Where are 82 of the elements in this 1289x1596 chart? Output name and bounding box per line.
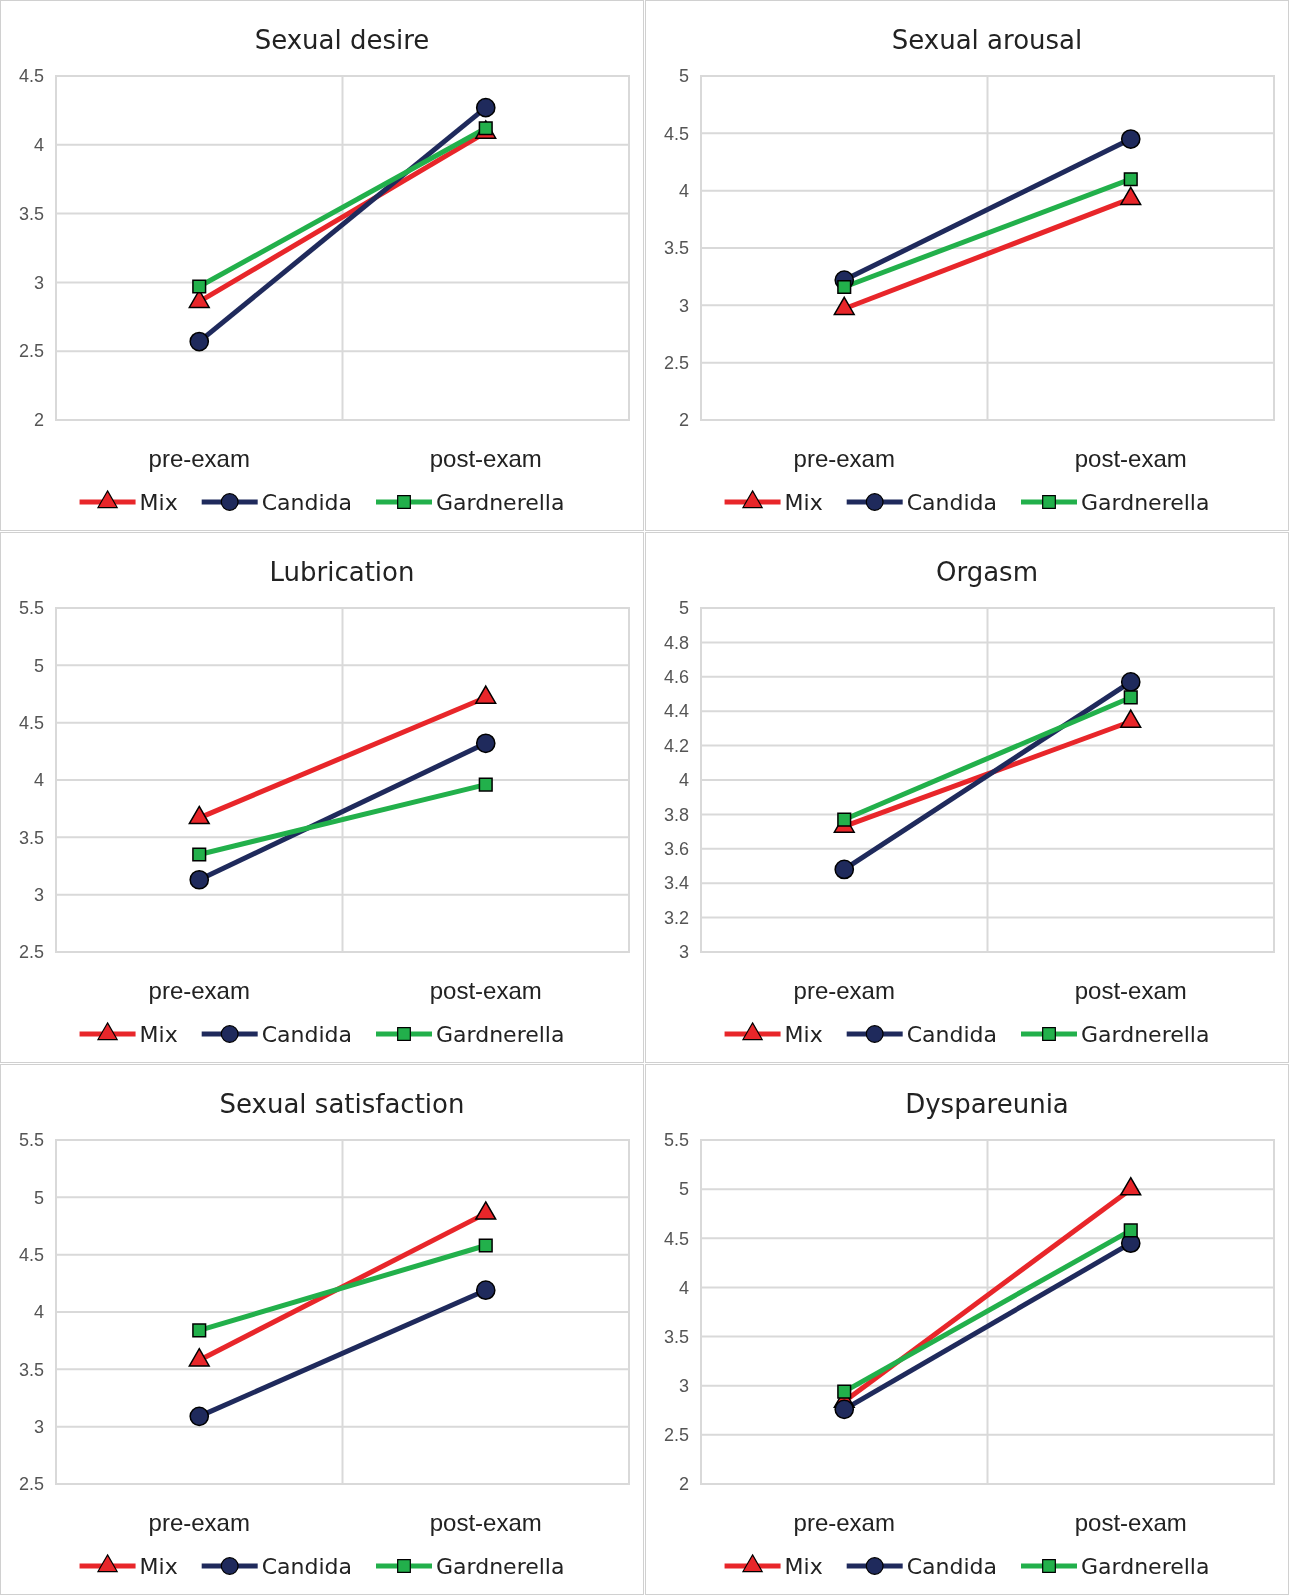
y-tick-label: 4.5 bbox=[18, 712, 44, 733]
y-tick-label: 3.2 bbox=[663, 907, 689, 928]
y-tick-label: 3.5 bbox=[663, 1326, 689, 1347]
legend-label: Gardnerella bbox=[1081, 490, 1210, 515]
chart-title: Orgasm bbox=[935, 557, 1039, 587]
x-tick-label: post-exam bbox=[429, 977, 542, 1005]
x-tick-label: post-exam bbox=[1074, 1509, 1187, 1537]
y-tick-label: 4.6 bbox=[663, 667, 689, 688]
legend-label: Candida bbox=[261, 1022, 352, 1047]
legend-label: Mix bbox=[139, 1022, 178, 1047]
y-tick-label: 4 bbox=[33, 770, 44, 791]
x-tick-label: post-exam bbox=[1074, 445, 1187, 473]
x-tick-label: pre-exam bbox=[148, 977, 250, 1005]
y-tick-label: 4.5 bbox=[663, 1228, 689, 1249]
x-tick-label: post-exam bbox=[429, 1509, 542, 1537]
legend-label: Candida bbox=[906, 1022, 997, 1047]
x-tick-label: pre-exam bbox=[793, 1509, 895, 1537]
y-tick-label: 4.4 bbox=[663, 701, 689, 722]
y-tick-label: 3.8 bbox=[663, 804, 689, 825]
chart-title: Sexual desire bbox=[254, 25, 430, 55]
y-tick-label: 3.6 bbox=[663, 839, 689, 860]
y-tick-label: 4.2 bbox=[663, 735, 689, 756]
y-tick-label: 3 bbox=[678, 1375, 689, 1396]
y-tick-label: 2.5 bbox=[18, 942, 44, 963]
legend-label: Candida bbox=[261, 1554, 352, 1579]
y-tick-label: 3 bbox=[33, 884, 44, 905]
chart-title: Sexual satisfaction bbox=[219, 1089, 465, 1119]
y-tick-label: 3.5 bbox=[663, 238, 689, 259]
x-tick-label: pre-exam bbox=[793, 445, 895, 473]
y-tick-label: 4.5 bbox=[663, 123, 689, 144]
y-tick-label: 5 bbox=[33, 655, 44, 676]
y-tick-label: 4 bbox=[678, 180, 689, 201]
legend-label: Candida bbox=[261, 490, 352, 515]
y-tick-label: 4 bbox=[33, 1302, 44, 1323]
y-tick-label: 2.5 bbox=[663, 1425, 689, 1446]
y-tick-label: 4.8 bbox=[663, 632, 689, 653]
legend-label: Mix bbox=[784, 490, 823, 515]
legend-label: Gardnerella bbox=[436, 1022, 565, 1047]
legend-label: Mix bbox=[784, 1022, 823, 1047]
x-tick-label: pre-exam bbox=[148, 1509, 250, 1537]
y-tick-label: 5 bbox=[678, 1179, 689, 1200]
y-tick-label: 5 bbox=[678, 66, 689, 87]
y-tick-label: 2.5 bbox=[18, 341, 44, 362]
y-tick-label: 5.5 bbox=[18, 1130, 44, 1151]
y-tick-label: 2 bbox=[33, 410, 44, 431]
y-tick-label: 2.5 bbox=[18, 1474, 44, 1495]
legend-label: Candida bbox=[906, 1554, 997, 1579]
y-tick-label: 5 bbox=[33, 1187, 44, 1208]
legend-label: Mix bbox=[139, 490, 178, 515]
legend-label: Mix bbox=[139, 1554, 178, 1579]
legend-label: Candida bbox=[906, 490, 997, 515]
y-tick-label: 2 bbox=[678, 1474, 689, 1495]
y-tick-label: 3 bbox=[33, 272, 44, 293]
y-tick-label: 5.5 bbox=[663, 1130, 689, 1151]
x-tick-label: post-exam bbox=[429, 445, 542, 473]
y-tick-label: 4 bbox=[678, 1277, 689, 1298]
chart-title: Sexual arousal bbox=[891, 25, 1083, 55]
legend-label: Mix bbox=[784, 1554, 823, 1579]
legend-label: Gardnerella bbox=[1081, 1022, 1210, 1047]
y-tick-label: 2 bbox=[678, 410, 689, 431]
legend-label: Gardnerella bbox=[436, 1554, 565, 1579]
y-tick-label: 4 bbox=[678, 770, 689, 791]
y-tick-label: 3.5 bbox=[18, 1359, 44, 1380]
y-tick-label: 3.4 bbox=[663, 873, 689, 894]
y-tick-label: 5.5 bbox=[18, 598, 44, 619]
x-tick-label: pre-exam bbox=[148, 445, 250, 473]
legend-label: Gardnerella bbox=[436, 490, 565, 515]
y-tick-label: 4.5 bbox=[18, 66, 44, 87]
x-tick-label: pre-exam bbox=[793, 977, 895, 1005]
y-tick-label: 4.5 bbox=[18, 1244, 44, 1265]
y-tick-label: 3 bbox=[678, 295, 689, 316]
chart-title: Lubrication bbox=[269, 557, 415, 587]
y-tick-label: 5 bbox=[678, 598, 689, 619]
y-tick-label: 3.5 bbox=[18, 827, 44, 848]
x-tick-label: post-exam bbox=[1074, 977, 1187, 1005]
y-tick-label: 3 bbox=[33, 1416, 44, 1437]
y-tick-label: 4 bbox=[33, 135, 44, 156]
legend-label: Gardnerella bbox=[1081, 1554, 1210, 1579]
y-tick-label: 3.5 bbox=[18, 203, 44, 224]
chart-title: Dyspareunia bbox=[905, 1089, 1069, 1119]
y-tick-label: 3 bbox=[678, 942, 689, 963]
y-tick-label: 2.5 bbox=[663, 352, 689, 373]
